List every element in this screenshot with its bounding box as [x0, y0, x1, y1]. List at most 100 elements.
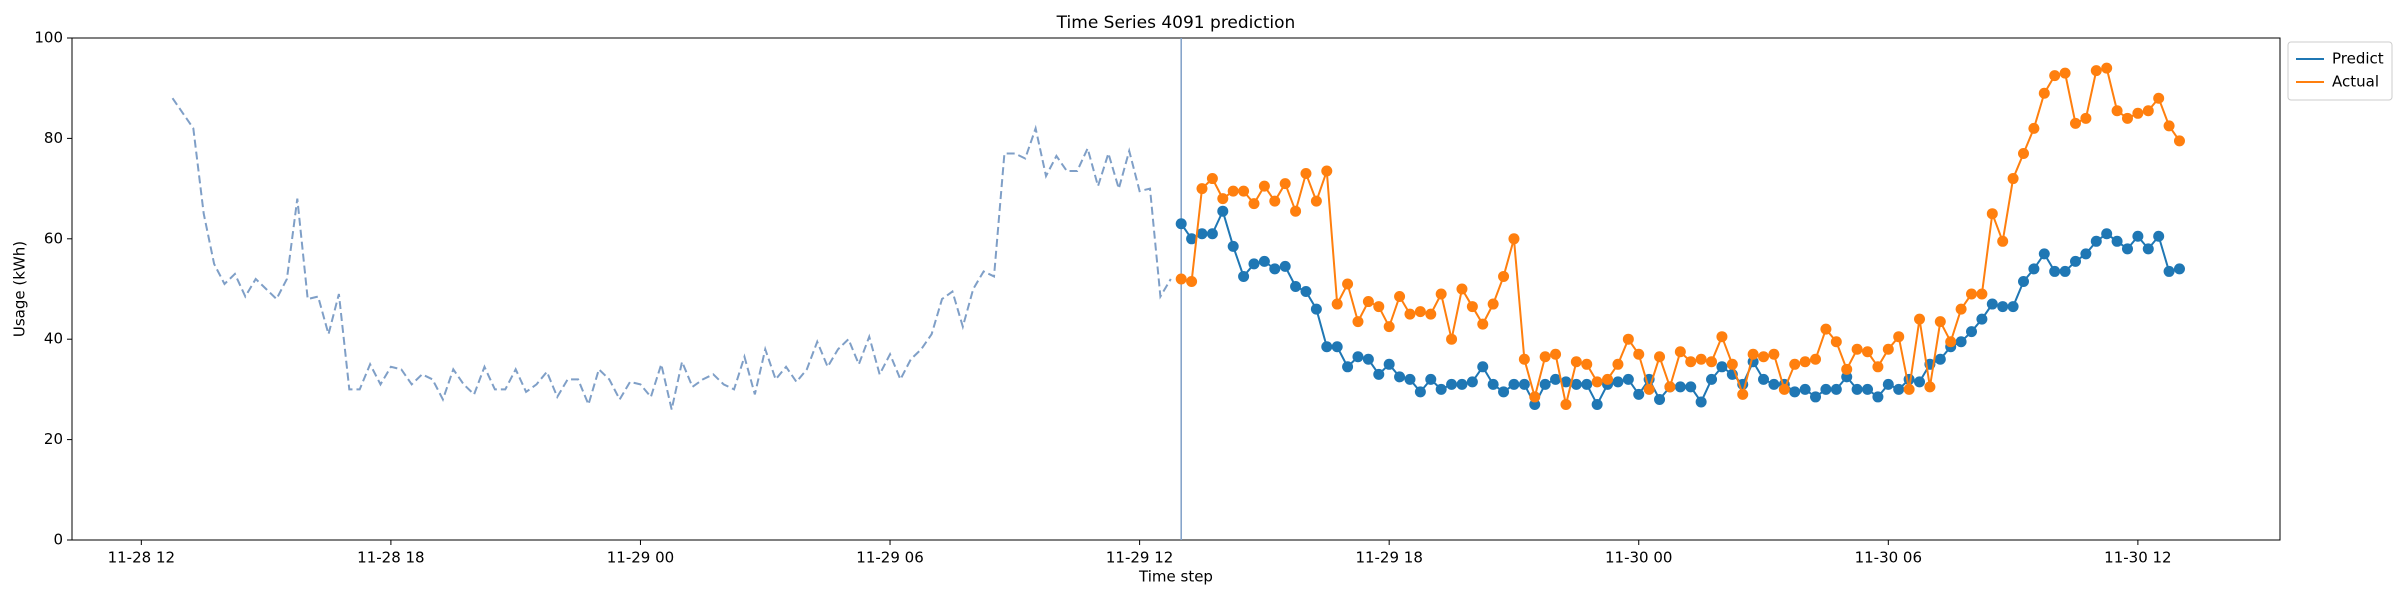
data-point [1352, 316, 1364, 328]
y-tick-label: 40 [44, 330, 63, 348]
data-point [1591, 376, 1603, 388]
data-point [1789, 358, 1801, 370]
data-point [1487, 378, 1499, 390]
data-point [1186, 275, 1198, 287]
data-point [1518, 378, 1530, 390]
data-point [2090, 65, 2102, 77]
data-point [2080, 112, 2092, 124]
data-point [2121, 243, 2133, 255]
y-tick-label: 60 [44, 229, 63, 247]
data-point [1789, 386, 1801, 398]
data-point [1425, 308, 1437, 320]
data-point [1830, 336, 1842, 348]
data-point [2132, 107, 2144, 119]
legend-box [2287, 41, 2393, 101]
y-tick-label: 0 [53, 531, 63, 549]
data-point [1217, 205, 1229, 217]
data-point [1799, 383, 1811, 395]
data-point [2142, 105, 2154, 117]
data-point [1914, 313, 1926, 325]
data-point [1186, 233, 1198, 245]
data-point [1290, 205, 1302, 217]
x-tick-label: 11-29 12 [1106, 549, 1173, 567]
data-point [1976, 288, 1988, 300]
x-tick-label: 11-29 00 [607, 549, 674, 567]
data-point [1466, 376, 1478, 388]
data-point [1279, 260, 1291, 272]
data-point [1685, 381, 1697, 393]
data-point [1570, 356, 1582, 368]
data-point [1414, 306, 1426, 318]
x-tick-label: 11-30 12 [2104, 549, 2171, 567]
data-point [1674, 381, 1686, 393]
data-point [1581, 358, 1593, 370]
data-point [2173, 263, 2185, 275]
x-tick-label: 11-29 06 [856, 549, 923, 567]
data-point [1477, 361, 1489, 373]
legend-label: Predict [2332, 50, 2384, 68]
data-point [1508, 378, 1520, 390]
data-point [2173, 135, 2185, 147]
data-point [2163, 265, 2175, 277]
data-point [1706, 356, 1718, 368]
data-point [2101, 228, 2113, 240]
data-point [1955, 336, 1967, 348]
series-line [171, 97, 1172, 410]
data-point [1612, 376, 1624, 388]
data-point [1258, 180, 1270, 192]
data-point [1945, 336, 1957, 348]
data-point [1851, 383, 1863, 395]
data-point [1685, 356, 1697, 368]
data-point [1893, 331, 1905, 343]
data-point [1446, 333, 1458, 345]
data-point [1820, 323, 1832, 335]
data-point [1882, 343, 1894, 355]
data-point [1966, 288, 1978, 300]
data-point [1321, 341, 1333, 353]
data-point [1664, 381, 1676, 393]
data-point [1175, 273, 1187, 285]
data-point [1986, 208, 1998, 220]
data-point [1331, 341, 1343, 353]
chart-title: Time Series 4091 prediction [1056, 13, 1296, 33]
data-point [1258, 255, 1270, 267]
data-point [1768, 348, 1780, 360]
data-point [1810, 391, 1822, 403]
data-point [1269, 263, 1281, 275]
x-tick-label: 11-30 06 [1855, 549, 1922, 567]
data-point [1196, 183, 1208, 195]
data-point [1872, 361, 1884, 373]
data-point [1966, 326, 1978, 338]
x-tick-label: 11-28 18 [357, 549, 424, 567]
data-point [1955, 303, 1967, 315]
data-point [2007, 173, 2019, 185]
data-point [1404, 308, 1416, 320]
data-point [1456, 283, 1468, 295]
data-point [1903, 383, 1915, 395]
data-point [1633, 348, 1645, 360]
data-point [2101, 62, 2113, 74]
data-point [1882, 378, 1894, 390]
data-point [1310, 303, 1322, 315]
data-point [1851, 343, 1863, 355]
data-point [1175, 218, 1187, 230]
data-point [2069, 255, 2081, 267]
data-point [2017, 147, 2029, 159]
data-point [2059, 67, 2071, 79]
series-line [1180, 208, 2180, 407]
data-point [2049, 70, 2061, 82]
data-point [1373, 368, 1385, 380]
data-point [1331, 298, 1343, 310]
data-point [1373, 301, 1385, 313]
data-point [1206, 173, 1218, 185]
data-point [1695, 353, 1707, 365]
data-point [1560, 376, 1572, 388]
data-point [1518, 353, 1530, 365]
data-point [1206, 228, 1218, 240]
data-point [1227, 185, 1239, 197]
data-point [1508, 233, 1520, 245]
data-point [1279, 178, 1291, 190]
data-point [1550, 348, 1562, 360]
data-point [1435, 288, 1447, 300]
